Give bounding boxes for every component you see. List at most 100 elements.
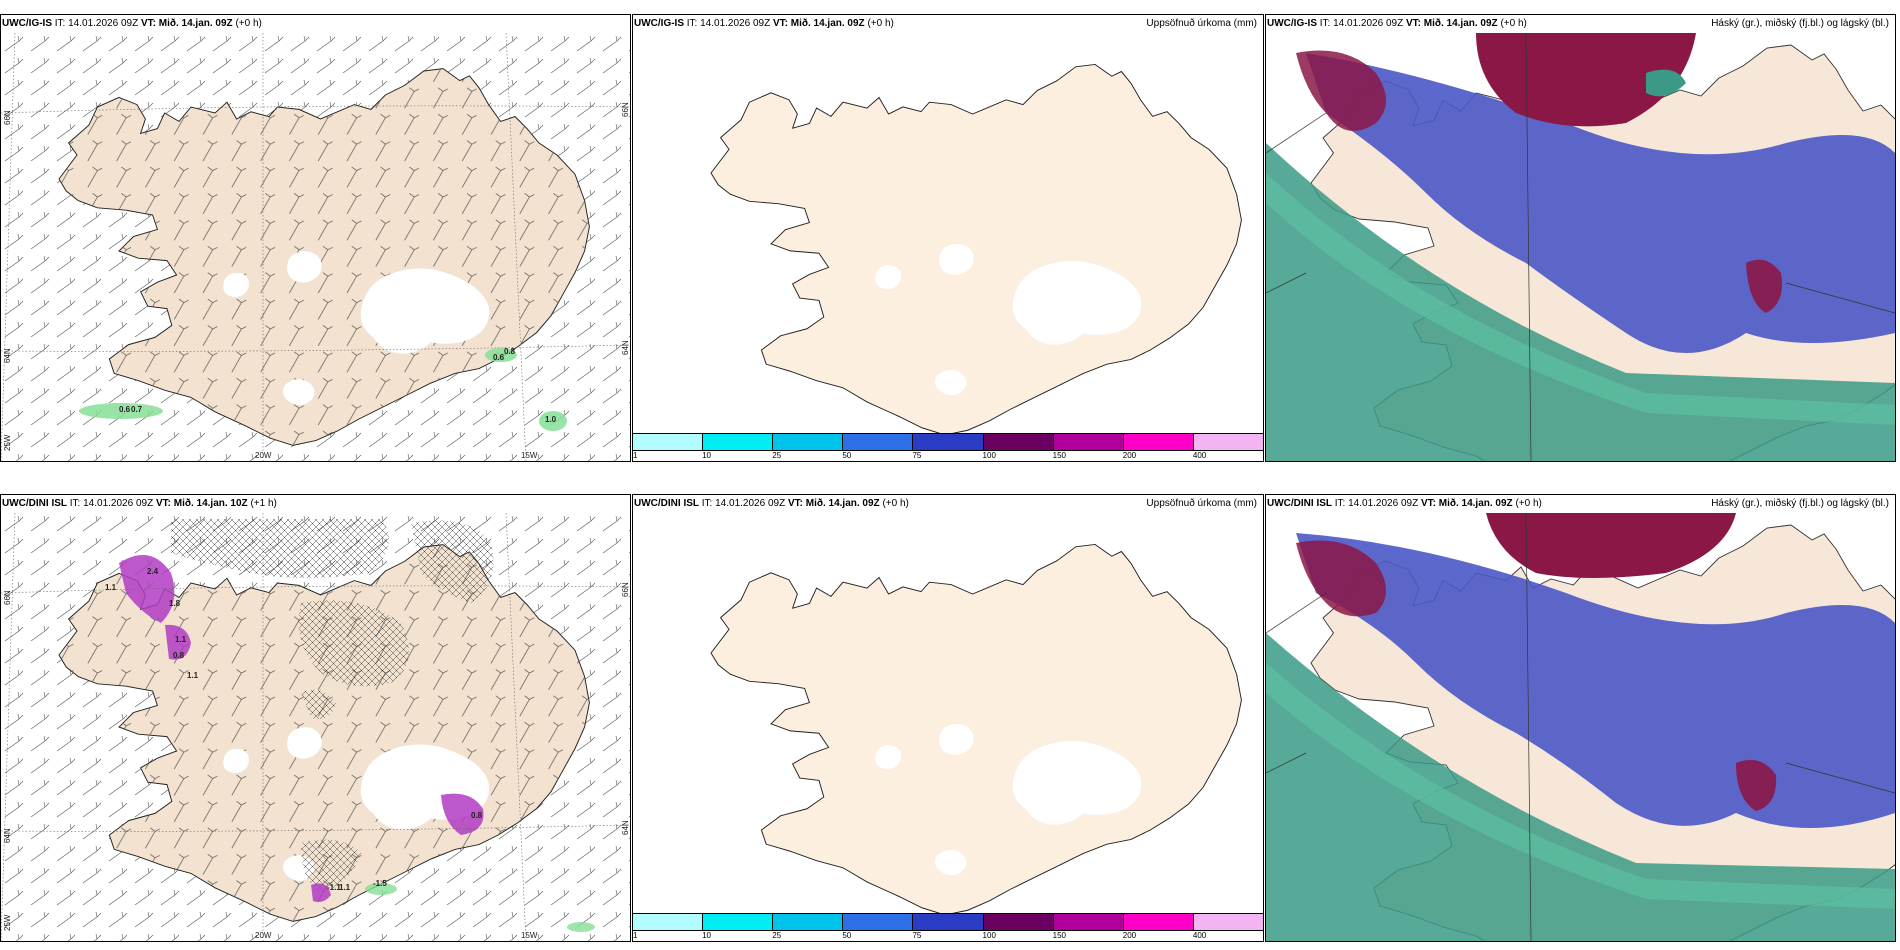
- wind-map[interactable]: 0.6 0.8 0.6 0.7 1.0 66N 64N 66N 64N 25W …: [1, 33, 630, 461]
- colorbar-tick-label: 50: [842, 451, 852, 460]
- colorbar-segment: 10: [702, 434, 774, 460]
- lead-time: (+0 h): [235, 18, 262, 29]
- precip-map[interactable]: [633, 33, 1263, 445]
- panel-title: Háský (gr.), miðský (fj.bl.) og lágský (…: [1711, 498, 1889, 509]
- model-name: UWC/IG-IS: [1267, 18, 1317, 29]
- precip-patches: [79, 348, 567, 431]
- lat-label: 66N: [621, 102, 630, 117]
- precip-colorbar: 1 10 25 50 75 100 150 200 400: [633, 433, 1263, 460]
- colorbar-segment: 400: [1193, 914, 1263, 940]
- colorbar-tick-label: 200: [1122, 931, 1137, 940]
- model-name: UWC/IG-IS: [2, 18, 52, 29]
- value-label: 1.0: [545, 415, 557, 424]
- lat-label: 66N: [621, 582, 630, 597]
- colorbar-segment: 150: [1053, 914, 1124, 940]
- precip-patch: [539, 411, 567, 431]
- model-name: UWC/DINI ISL: [2, 498, 67, 509]
- value-label: -1.1: [327, 883, 341, 892]
- precip-patch: [485, 348, 517, 362]
- lead-time: (+1 h): [250, 498, 277, 509]
- precip-patch: [441, 793, 484, 835]
- value-label: 1.1: [105, 583, 117, 592]
- lon-label: 25W: [3, 914, 12, 931]
- lead-time: (+0 h): [882, 498, 909, 509]
- value-label: 1.1: [339, 883, 351, 892]
- value-label: 0.6: [493, 353, 505, 362]
- high-cloud-area: [1486, 513, 1736, 578]
- colorbar-tick-label: 10: [702, 931, 712, 940]
- lon-label: 15W: [521, 931, 538, 940]
- lon-label: 15W: [521, 451, 538, 460]
- colorbar-segment: 200: [1123, 434, 1194, 460]
- wind-panel-bottom: UWC/DINI ISL IT: 14.01.2026 09Z VT: Mið.…: [0, 494, 631, 942]
- hatched-areas: [171, 519, 494, 893]
- model-name: UWC/IG-IS: [634, 18, 684, 29]
- colorbar-tick-label: 1: [633, 931, 638, 940]
- precip-panel-top: UWC/IG-IS IT: 14.01.2026 09Z VT: Mið. 14…: [632, 14, 1264, 462]
- valid-time: Mið. 14.jan. 09Z: [1423, 18, 1498, 29]
- init-time: 14.01.2026 09Z: [1333, 18, 1404, 29]
- lat-label: 64N: [621, 340, 630, 355]
- colorbar-tick-label: 10: [702, 451, 712, 460]
- panel-header: UWC/IG-IS IT: 14.01.2026 09Z VT: Mið. 14…: [1267, 18, 1889, 29]
- valid-time: Mið. 14.jan. 09Z: [158, 18, 233, 29]
- cloud-panel-bottom: UWC/DINI ISL IT: 14.01.2026 09Z VT: Mið.…: [1265, 494, 1896, 942]
- init-time: 14.01.2026 09Z: [715, 498, 786, 509]
- colorbar-segment: 400: [1193, 434, 1263, 460]
- lat-label: 64N: [621, 820, 630, 835]
- valid-time: Mið. 14.jan. 09Z: [1438, 498, 1513, 509]
- init-time: 14.01.2026 09Z: [83, 498, 154, 509]
- colorbar-segment: 150: [1053, 434, 1124, 460]
- precip-patch: [365, 883, 397, 895]
- precip-patch: [119, 555, 175, 623]
- init-time: 14.01.2026 09Z: [1348, 498, 1419, 509]
- colorbar-tick-label: 400: [1192, 451, 1207, 460]
- init-time: 14.01.2026 09Z: [68, 18, 139, 29]
- value-label: 1.1: [175, 635, 187, 644]
- value-label: 2.4: [147, 567, 159, 576]
- colorbar-segment: 100: [983, 914, 1054, 940]
- lead-time: (+0 h): [1500, 18, 1527, 29]
- colorbar-tick-label: 50: [842, 931, 852, 940]
- panel-title: Uppsöfnuð úrkoma (mm): [1146, 18, 1257, 29]
- lon-label: 20W: [255, 931, 272, 940]
- precip-panel-bottom: UWC/DINI ISL IT: 14.01.2026 09Z VT: Mið.…: [632, 494, 1264, 942]
- wind-map[interactable]: 2.4 1.1 1.8 1.1 0.8 1.1 -1.1 1.1 -1.5 0.…: [1, 513, 630, 941]
- colorbar-segment: 1: [633, 914, 704, 940]
- panel-header: UWC/DINI ISL IT: 14.01.2026 09Z VT: Mið.…: [634, 498, 1257, 509]
- low-cloud-band: [1266, 143, 1895, 461]
- high-cloud-area: [1476, 33, 1696, 127]
- low-cloud-band: [1266, 633, 1895, 941]
- value-label: 1.1: [187, 671, 199, 680]
- value-label: 0.6: [119, 405, 131, 414]
- lead-time: (+0 h): [867, 18, 894, 29]
- colorbar-tick-label: 150: [1052, 451, 1067, 460]
- valid-time: Mið. 14.jan. 09Z: [790, 18, 865, 29]
- precip-patches: [119, 555, 595, 932]
- panel-title: Uppsöfnuð úrkoma (mm): [1146, 498, 1257, 509]
- value-label: 1.8: [169, 599, 181, 608]
- colorbar-tick-label: 75: [912, 931, 922, 940]
- precip-map[interactable]: [633, 513, 1263, 925]
- cloud-map[interactable]: [1266, 33, 1895, 461]
- cloud-map[interactable]: [1266, 513, 1895, 941]
- model-name: UWC/DINI ISL: [634, 498, 699, 509]
- colorbar-segment: 25: [772, 434, 844, 460]
- precip-colorbar: 1 10 25 50 75 100 150 200 400: [633, 913, 1263, 940]
- colorbar-tick-label: 1: [633, 451, 638, 460]
- valid-time: Mið. 14.jan. 10Z: [173, 498, 248, 509]
- wind-panel-top: UWC/IG-IS IT: 14.01.2026 09Z VT: Mið. 14…: [0, 14, 631, 462]
- panel-header: UWC/DINI ISL IT: 14.01.2026 09Z VT: Mið.…: [2, 498, 277, 509]
- value-label: 0.7: [131, 405, 143, 414]
- lat-label: 64N: [3, 828, 12, 843]
- precip-patch: [311, 883, 331, 903]
- colorbar-tick-label: 100: [982, 931, 996, 940]
- lat-label: 64N: [3, 348, 12, 363]
- colorbar-tick-label: 200: [1122, 451, 1137, 460]
- colorbar-segment: 75: [912, 434, 984, 460]
- lon-label: 25W: [3, 434, 12, 451]
- colorbar-tick-label: 100: [982, 451, 996, 460]
- value-label: 0.8: [173, 651, 185, 660]
- colorbar-segment: 100: [983, 434, 1054, 460]
- value-label: 0.8: [471, 811, 483, 820]
